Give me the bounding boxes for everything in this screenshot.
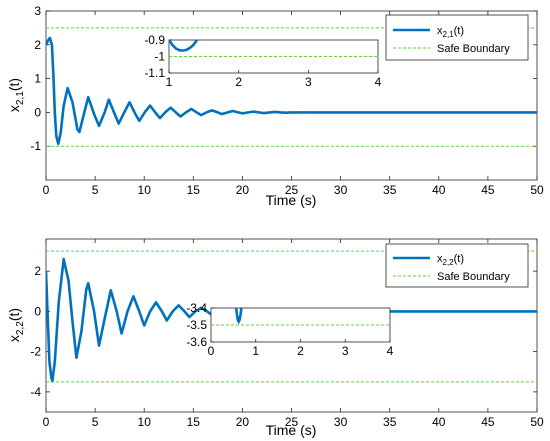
y-ticks: -1 0 1 2 3 bbox=[30, 4, 537, 153]
x-tick-label: 10 bbox=[138, 415, 152, 429]
x-tick-label: 45 bbox=[481, 183, 495, 197]
x-tick-label: 50 bbox=[530, 415, 544, 429]
x-tick-label: 25 bbox=[285, 183, 299, 197]
inset-x-tick-label: 4 bbox=[375, 75, 382, 89]
legend-label-boundary: Safe Boundary bbox=[437, 43, 510, 55]
inset-plot: -0.9 -1 -1.1 1 2 3 4 bbox=[144, 33, 381, 89]
y-tick-label: 0 bbox=[34, 304, 41, 318]
inset-series-line bbox=[234, 308, 243, 325]
x-tick-label: 35 bbox=[383, 183, 397, 197]
y-axis-label: x2,2(t) bbox=[6, 308, 26, 342]
x-tick-label: 25 bbox=[285, 415, 299, 429]
y-tick-label: 2 bbox=[34, 38, 41, 52]
x-tick-label: 40 bbox=[432, 183, 446, 197]
x-ticks: 0 5 10 15 20 25 30 35 40 45 50 bbox=[43, 239, 544, 429]
legend-label-series: x2,1(t) bbox=[437, 25, 464, 39]
chart-2: -4-202 0 5 10 15 20 25 30 35 40 45 50 Time (s) x2,… bbox=[6, 238, 544, 438]
x-tick-label: 10 bbox=[138, 183, 152, 197]
inset-y-ticks: -0.9 -1 -1.1 bbox=[144, 33, 172, 80]
inset-y-tick-label: -3.5 bbox=[186, 318, 207, 332]
y-tick-label: -1 bbox=[30, 139, 41, 153]
y-tick-label: -4 bbox=[30, 385, 41, 399]
x-tick-label: 5 bbox=[92, 415, 99, 429]
y-tick-label: 2 bbox=[34, 264, 41, 278]
inset-x-tick-label: 3 bbox=[305, 75, 312, 89]
legend: x2,2(t) Safe Boundary bbox=[385, 243, 529, 288]
inset-y-tick-label: -0.9 bbox=[144, 33, 165, 47]
inset-x-tick-label: 2 bbox=[235, 75, 242, 89]
inset-x-tick-label: 1 bbox=[166, 75, 173, 89]
inset-x-ticks: 0 1 2 3 4 bbox=[208, 339, 394, 358]
inset-x-tick-label: 0 bbox=[208, 344, 215, 358]
x-tick-label: 0 bbox=[43, 415, 50, 429]
legend-box bbox=[385, 14, 529, 61]
series-line-x21 bbox=[46, 36, 537, 146]
inset-y-tick-label: -1.1 bbox=[144, 66, 165, 80]
inset-x-tick-label: 1 bbox=[252, 344, 259, 358]
inset-plot: -3.4 -3.5 -3.6 0 1 2 3 4 bbox=[186, 301, 393, 358]
x-axis-label: Time (s) bbox=[266, 192, 317, 208]
x-axis-label: Time (s) bbox=[266, 422, 317, 438]
boundary-lines bbox=[46, 27, 537, 147]
inset-x-tick-label: 2 bbox=[297, 344, 304, 358]
y-tick-label: 0 bbox=[34, 105, 41, 119]
inset-y-tick-label: -3.4 bbox=[186, 301, 207, 315]
inset-x-tick-label: 4 bbox=[387, 344, 394, 358]
x-tick-label: 0 bbox=[43, 183, 50, 197]
y-axis-label: x2,1(t) bbox=[6, 78, 26, 112]
legend: x2,1(t) Safe Boundary bbox=[385, 14, 529, 61]
x-tick-label: 20 bbox=[236, 415, 250, 429]
y-tick-label: 3 bbox=[34, 4, 41, 18]
y-tick-label: 1 bbox=[34, 72, 41, 86]
legend-box bbox=[385, 243, 529, 288]
y-tick-label: -2 bbox=[30, 345, 41, 359]
x-tick-label: 15 bbox=[187, 183, 201, 197]
x-tick-label: 20 bbox=[236, 183, 250, 197]
x-tick-label: 30 bbox=[334, 183, 348, 197]
boundary-lines bbox=[46, 250, 537, 383]
x-tick-label: 45 bbox=[481, 415, 495, 429]
x-tick-label: 30 bbox=[334, 415, 348, 429]
inset-x-tick-label: 3 bbox=[342, 344, 349, 358]
x-ticks: 0 5 10 15 20 25 30 35 40 45 50 bbox=[43, 11, 544, 197]
legend-label-series: x2,2(t) bbox=[437, 253, 464, 267]
inset-x-ticks: 1 2 3 4 bbox=[166, 70, 382, 89]
inset-series-line bbox=[169, 40, 198, 52]
inset-area bbox=[168, 39, 379, 74]
x-tick-label: 40 bbox=[432, 415, 446, 429]
x-tick-label: 15 bbox=[187, 415, 201, 429]
inset-y-tick-label: -1 bbox=[154, 50, 165, 64]
x-tick-label: 50 bbox=[530, 183, 544, 197]
x-tick-label: 5 bbox=[92, 183, 99, 197]
legend-label-boundary: Safe Boundary bbox=[437, 271, 510, 283]
chart-1: -1 0 1 2 3 0 5 10 15 20 25 30 35 40 45 50 Time (s) x2,… bbox=[6, 4, 544, 208]
x-tick-label: 35 bbox=[383, 415, 397, 429]
inset-y-tick-label: -3.6 bbox=[186, 335, 207, 349]
